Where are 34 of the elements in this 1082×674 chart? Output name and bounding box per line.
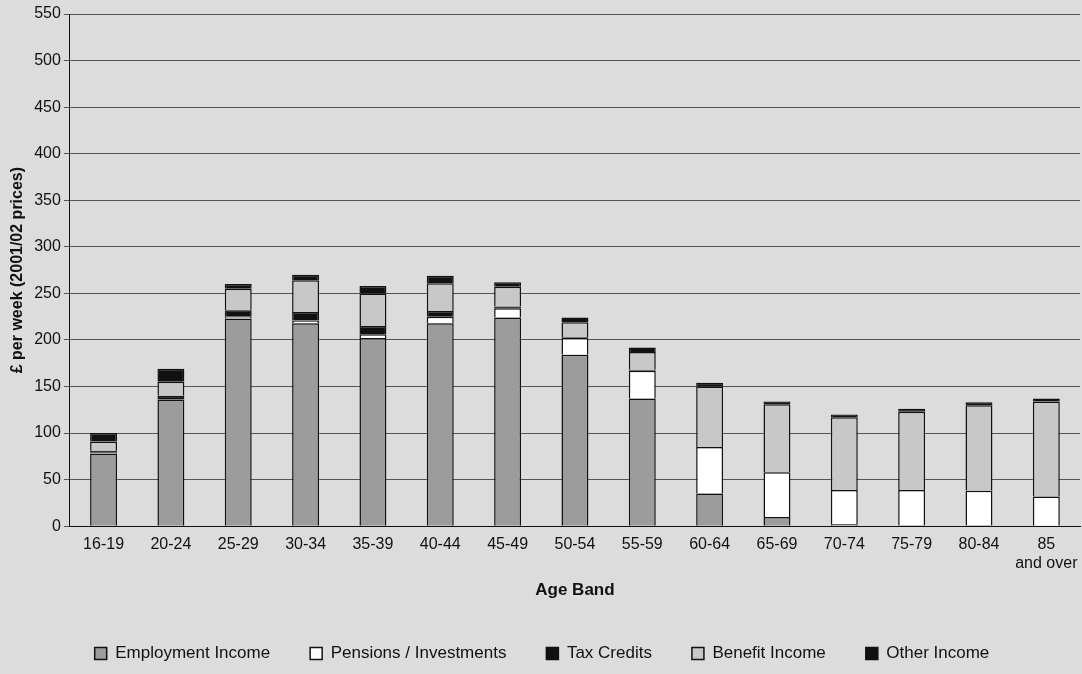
y-tick-label: 550 — [34, 4, 61, 22]
x-tick-label: 35-39 — [352, 535, 394, 553]
legend-label: Benefit Income — [712, 643, 826, 663]
x-tick-label: 85 and over — [1015, 535, 1079, 572]
x-tick-label: 65-69 — [756, 535, 798, 553]
y-tick-label: 500 — [34, 50, 61, 68]
y-tick-label: 350 — [34, 190, 61, 208]
x-tick-label: 20-24 — [150, 535, 192, 553]
y-tick-label: 200 — [34, 330, 61, 348]
x-tick-label: 45-49 — [487, 535, 529, 553]
x-tick-label: 16-19 — [83, 535, 125, 553]
x-tick-label: 80-84 — [958, 535, 1000, 553]
y-tick-label: 0 — [51, 516, 61, 534]
x-tick-label: 25-29 — [217, 535, 259, 553]
x-tick-label: 60-64 — [689, 535, 731, 553]
x-tick-label: 30-34 — [285, 535, 327, 553]
x-tick-label: 40-44 — [419, 535, 461, 553]
y-tick-label: 250 — [34, 283, 61, 301]
x-tick-label: 50-54 — [554, 535, 596, 553]
y-tick-label: 150 — [34, 376, 61, 394]
y-tick-label: 100 — [34, 423, 61, 441]
legend-label: Pensions / Investments — [330, 643, 507, 663]
y-tick-label: 400 — [34, 144, 61, 162]
legend-label: Tax Credits — [566, 643, 652, 663]
legend-label: Employment Income — [115, 643, 271, 663]
y-axis-title: £ per week (2001/02 prices) — [8, 166, 26, 374]
x-tick-label: 70-74 — [823, 535, 865, 553]
y-tick-label: 300 — [34, 237, 61, 255]
y-tick-label: 450 — [34, 97, 61, 115]
x-tick-label: 75-79 — [891, 535, 933, 553]
legend-label: Other Income — [886, 643, 990, 663]
x-axis-title: Age Band — [535, 580, 615, 600]
x-tick-label: 55-59 — [621, 535, 663, 553]
y-tick-label: 50 — [43, 470, 61, 488]
